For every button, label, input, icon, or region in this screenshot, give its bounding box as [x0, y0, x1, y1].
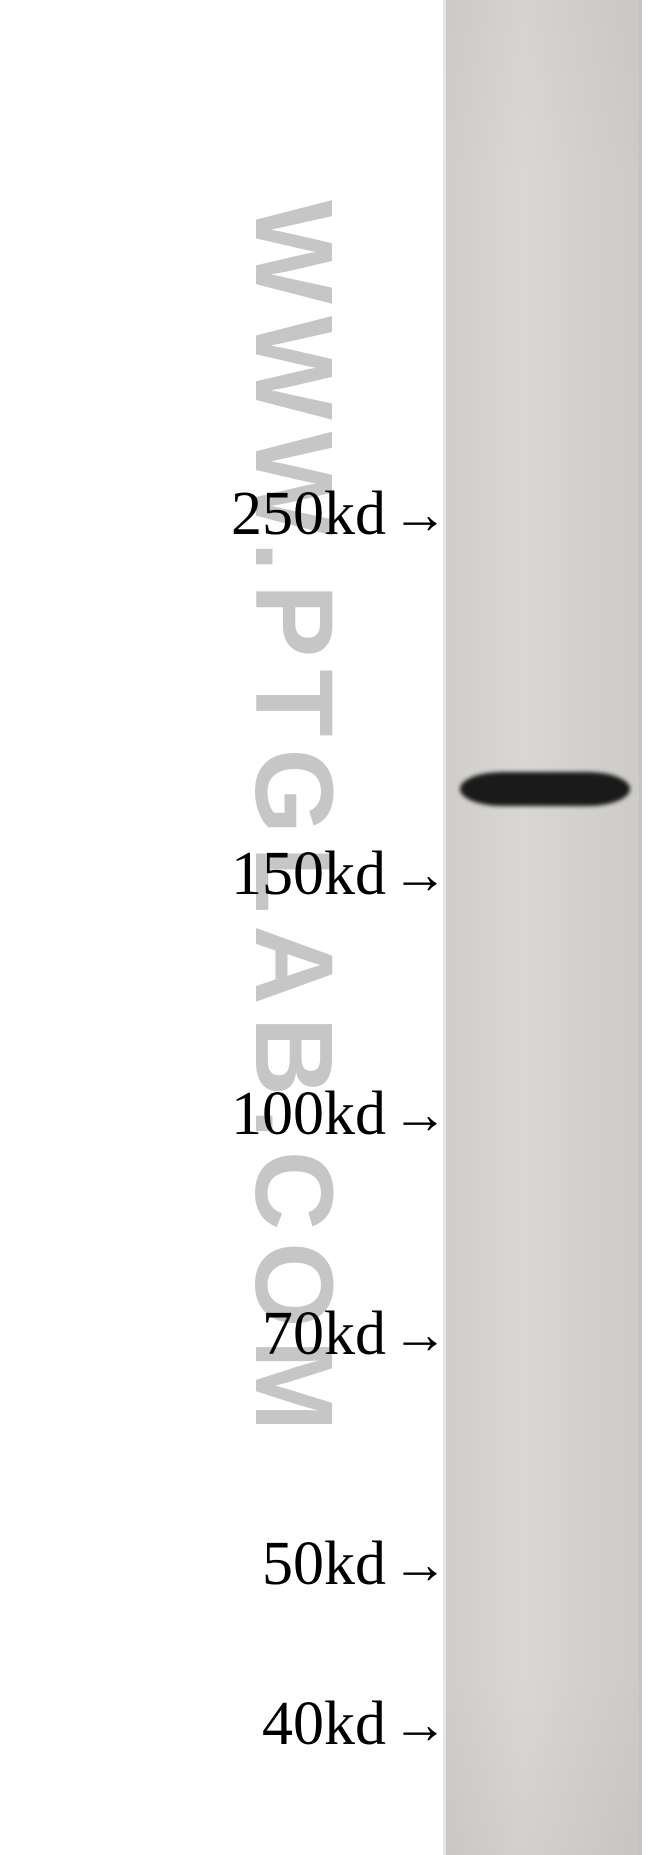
lane-edge-right	[639, 0, 642, 1855]
marker-50kd: 50kd→	[262, 1529, 442, 1600]
blot-lane	[445, 0, 640, 1855]
arrow-right-icon: →	[392, 483, 442, 547]
protein-band	[460, 772, 630, 806]
lane-edge-left	[443, 0, 446, 1855]
marker-label-text: 100kd	[231, 1079, 386, 1150]
marker-70kd: 70kd→	[262, 1299, 442, 1370]
arrow-right-icon: →	[392, 843, 442, 907]
western-blot-figure: WWW.PTGLAB.COM 250kd→150kd→100kd→70kd→50…	[0, 0, 650, 1855]
marker-label-text: 250kd	[231, 479, 386, 550]
arrow-right-icon: →	[392, 1693, 442, 1757]
marker-250kd: 250kd→	[231, 479, 442, 550]
marker-100kd: 100kd→	[231, 1079, 442, 1150]
marker-label-text: 40kd	[262, 1689, 386, 1760]
marker-150kd: 150kd→	[231, 839, 442, 910]
arrow-right-icon: →	[392, 1303, 442, 1367]
arrow-right-icon: →	[392, 1533, 442, 1597]
arrow-right-icon: →	[392, 1083, 442, 1147]
marker-label-text: 70kd	[262, 1299, 386, 1370]
watermark-text: WWW.PTGLAB.COM	[230, 200, 357, 1443]
marker-label-text: 150kd	[231, 839, 386, 910]
marker-40kd: 40kd→	[262, 1689, 442, 1760]
marker-label-text: 50kd	[262, 1529, 386, 1600]
